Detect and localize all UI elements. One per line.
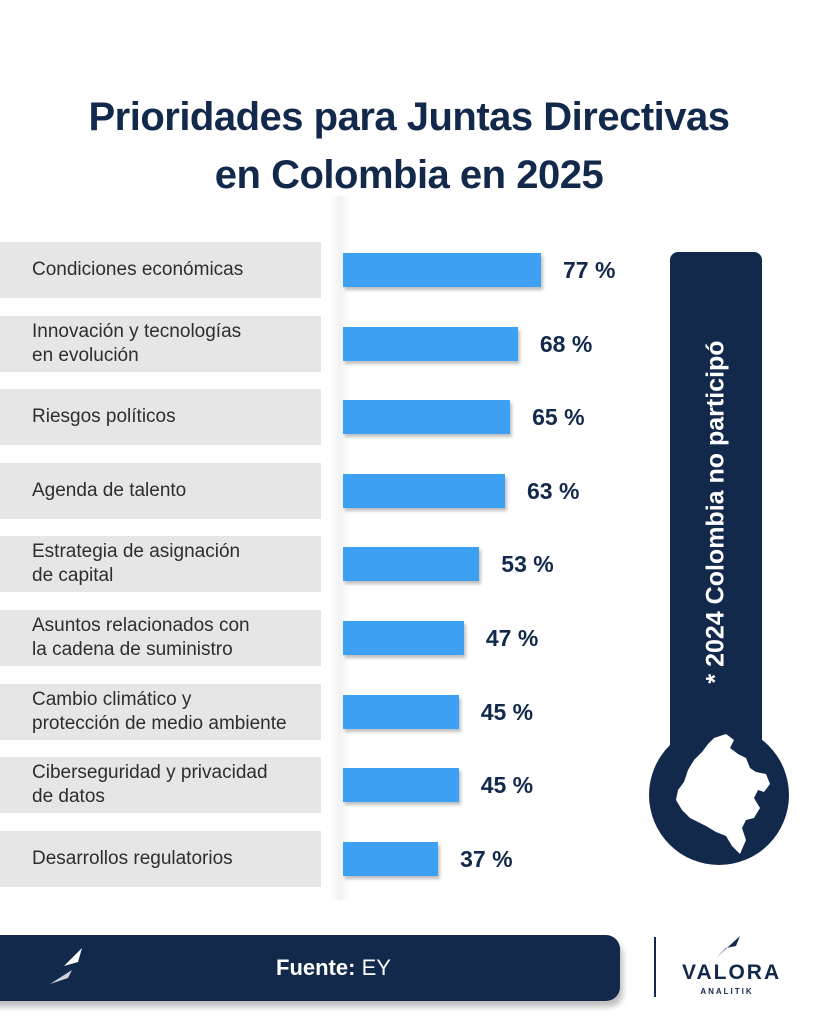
category-label: Cambio climático y protección de medio a… — [32, 688, 287, 734]
category-label-box: Agenda de talento — [0, 462, 321, 519]
bar-row: Estrategia de asignación de capital 53 % — [0, 536, 818, 593]
category-label: Condiciones económicas — [32, 259, 244, 280]
bar-row: Ciberseguridad y privacidad de datos 45 % — [0, 757, 818, 814]
category-label-box: Ciberseguridad y privacidad de datos — [0, 757, 321, 814]
bar — [343, 547, 480, 582]
bar — [343, 473, 505, 508]
bar — [343, 841, 439, 876]
category-label: Desarrollos regulatorios — [32, 847, 233, 869]
category-label: Agenda de talento — [32, 479, 187, 501]
category-label: Ciberseguridad y privacidad de datos — [32, 762, 268, 808]
category-label: Riesgos políticos — [32, 406, 176, 428]
bar-row: Asuntos relacionados con la cadena de su… — [0, 610, 818, 666]
category-label: Innovación y tecnologías en evolución — [32, 320, 242, 366]
bar — [343, 694, 459, 729]
bar-row: Riesgos políticos 65 % — [0, 389, 818, 446]
brand-mark-icon — [716, 936, 740, 958]
category-label-box: Cambio climático y protección de medio a… — [0, 683, 321, 740]
bar — [343, 768, 459, 803]
value-label: 45 % — [480, 772, 534, 799]
category-label: Asuntos relacionados con la cadena de su… — [32, 615, 250, 660]
value-label: 65 % — [532, 404, 585, 431]
brand-name: VALORA — [682, 961, 782, 984]
value-label: 77 % — [563, 257, 616, 283]
bar-row: Condiciones económicas 77 % — [0, 242, 818, 298]
category-label-box: Asuntos relacionados con la cadena de su… — [0, 610, 321, 666]
bar — [343, 400, 511, 435]
bar — [343, 326, 518, 361]
category-label: Estrategia de asignación de capital — [32, 541, 241, 587]
value-label: 68 % — [539, 330, 593, 357]
category-label-box: Desarrollos regulatorios — [0, 830, 321, 887]
colombia-map-icon — [676, 734, 770, 854]
value-label: 45 % — [480, 698, 534, 725]
footer-separator — [654, 937, 656, 997]
bar — [343, 253, 541, 287]
category-label-box: Estrategia de asignación de capital — [0, 536, 321, 593]
category-label-box: Riesgos políticos — [0, 389, 321, 446]
source-credit: Fuente: EY — [276, 951, 391, 985]
brand-sub: ANALITIK — [700, 987, 754, 996]
bar-row: Agenda de talento 63 % — [0, 462, 818, 519]
brand-logo: VALORA ANALITIK — [682, 960, 782, 998]
bar-row: Desarrollos regulatorios 37 % — [0, 830, 818, 887]
source-value: EY — [361, 955, 391, 980]
valora-logo-icon — [46, 948, 82, 984]
category-label-box: Innovación y tecnologías en evolución — [0, 315, 321, 372]
value-label: 63 % — [527, 477, 580, 504]
bar-row: Innovación y tecnologías en evolución 68 … — [0, 315, 818, 372]
bar-row: Cambio climático y protección de medio a… — [0, 683, 818, 740]
value-label: 47 % — [485, 625, 539, 651]
value-label: 53 % — [501, 551, 554, 578]
side-note: * 2024 Colombia no participó — [701, 340, 730, 684]
category-label-box: Condiciones económicas — [0, 242, 321, 298]
value-label: 37 % — [460, 845, 513, 872]
bar — [343, 621, 464, 655]
chart-title: Prioridades para Juntas Directivas en Co… — [88, 95, 730, 197]
footer-bar — [0, 935, 620, 1001]
source-label: Fuente: — [276, 955, 356, 980]
